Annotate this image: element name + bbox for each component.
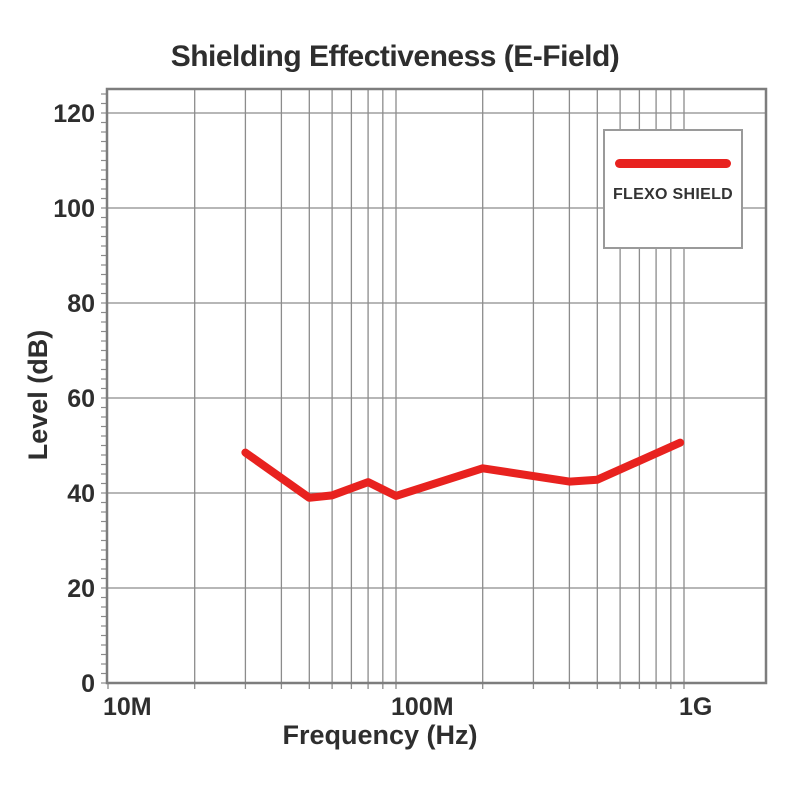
y-tick-label: 60 — [67, 385, 95, 413]
legend: FLEXO SHIELD — [603, 129, 743, 249]
y-tick-label: 20 — [67, 575, 95, 603]
y-tick-label: 0 — [81, 670, 95, 698]
y-tick-label: 120 — [53, 100, 95, 128]
y-tick-label: 100 — [53, 195, 95, 223]
x-tick-label: 1G — [679, 693, 712, 721]
chart-title: Shielding Effectiveness (E-Field) — [170, 40, 620, 73]
x-tick-label: 10M — [103, 693, 152, 721]
legend-line-swatch — [615, 159, 731, 168]
series-line-flexo-shield — [241, 438, 685, 502]
y-tick-label: 80 — [67, 290, 95, 318]
y-tick-label: 40 — [67, 480, 95, 508]
x-axis-title: Frequency (Hz) — [282, 720, 478, 750]
x-tick-label: 100M — [391, 693, 454, 721]
legend-entry-label: FLEXO SHIELD — [612, 186, 734, 203]
plot-frame — [105, 87, 768, 685]
y-axis-title: Level (dB) — [23, 329, 53, 461]
